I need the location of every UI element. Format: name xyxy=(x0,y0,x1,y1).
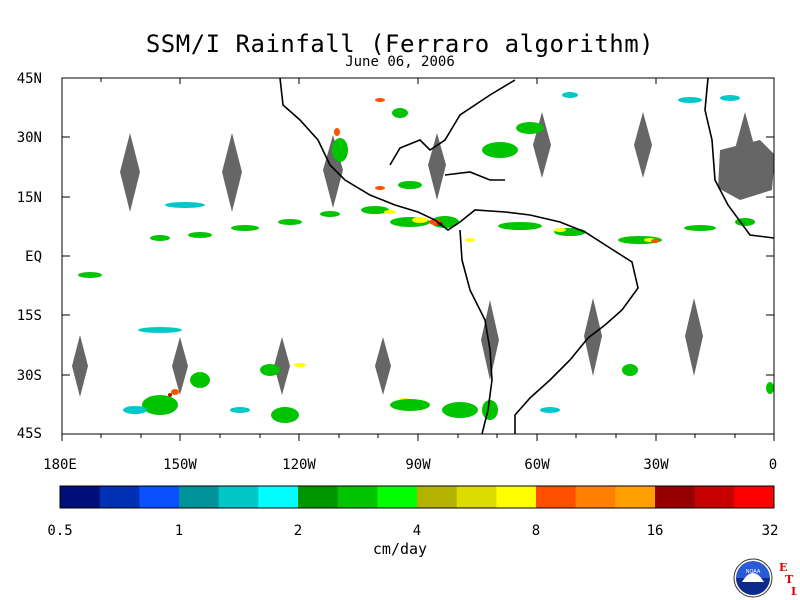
color-bar-segment xyxy=(496,486,537,508)
no-data-region-africa xyxy=(718,140,774,200)
color-bar-segment xyxy=(694,486,735,508)
color-bar-tick-label: 4 xyxy=(413,523,421,539)
coastlines xyxy=(279,78,774,434)
no-data-diamond xyxy=(481,300,499,380)
no-data-diamond xyxy=(685,298,703,376)
color-bar-frame xyxy=(59,485,775,509)
lon-label: 30W xyxy=(643,457,669,473)
lat-label: 30N xyxy=(17,130,42,146)
lat-label: 45N xyxy=(17,71,42,87)
color-bar-segment xyxy=(99,486,140,508)
no-data-swaths xyxy=(72,112,774,397)
color-bar-segment xyxy=(734,486,775,508)
color-bar-labels: 0.5 1 2 4 8 16 32 xyxy=(47,523,778,539)
storm-cells xyxy=(142,108,774,423)
color-bar-tick-label: 16 xyxy=(647,523,664,539)
color-bar-segment xyxy=(218,486,259,508)
color-bar-tick-label: 8 xyxy=(532,523,540,539)
color-bar-segment xyxy=(655,486,696,508)
no-data-diamond xyxy=(533,112,551,178)
lon-label: 180E xyxy=(43,457,77,473)
longitude-labels: 180E 150W 120W 90W 60W 30W 0 xyxy=(43,457,777,473)
color-bar-units: cm/day xyxy=(372,540,428,558)
color-bar-segment xyxy=(536,486,577,508)
color-bar-segment xyxy=(615,486,656,508)
color-bar xyxy=(60,486,775,508)
no-data-diamond xyxy=(584,298,602,376)
lat-label: EQ xyxy=(25,249,42,265)
lon-label: 150W xyxy=(163,457,197,473)
heavy-rain xyxy=(171,98,659,395)
map-title: SSM/I Rainfall (Ferraro algorithm) xyxy=(145,30,655,58)
color-bar-segment xyxy=(337,486,378,508)
lon-label: 0 xyxy=(769,457,777,473)
color-bar-segment xyxy=(179,486,220,508)
map-date: June 06, 2006 xyxy=(345,54,455,70)
light-rain xyxy=(123,92,740,414)
latitude-labels: 45N 30N 15N EQ 15S 30S 45S xyxy=(17,71,42,442)
lon-label: 60W xyxy=(524,457,550,473)
color-bar-segment xyxy=(575,486,616,508)
color-bar-tick-label: 1 xyxy=(175,523,183,539)
etl-letter: E xyxy=(779,561,787,574)
color-bar-segment xyxy=(139,486,180,508)
lon-label: 120W xyxy=(282,457,316,473)
color-bar-tick-label: 2 xyxy=(294,523,302,539)
lat-label: 15N xyxy=(17,190,42,206)
color-bar-segment xyxy=(258,486,299,508)
lon-label: 90W xyxy=(405,457,431,473)
lat-label: 30S xyxy=(17,368,42,384)
etl-letter: L xyxy=(791,585,797,598)
axis-ticks xyxy=(61,77,775,441)
no-data-diamond xyxy=(222,133,242,212)
lat-label: 15S xyxy=(17,308,42,324)
color-bar-tick-label: 32 xyxy=(762,523,779,539)
lat-label: 45S xyxy=(17,426,42,442)
rain-cells xyxy=(78,92,774,423)
no-data-diamond xyxy=(172,337,188,395)
map-frame xyxy=(61,77,775,435)
map-content xyxy=(72,78,774,434)
color-bar-segment xyxy=(456,486,497,508)
moderate-rain xyxy=(294,210,656,402)
noaa-logo-text: NOAA xyxy=(746,569,761,575)
no-data-diamond xyxy=(120,133,140,212)
no-data-diamond xyxy=(634,112,652,178)
etl-letter: T xyxy=(785,573,794,586)
color-bar-segment xyxy=(417,486,458,508)
no-data-diamond xyxy=(72,335,88,397)
color-bar-segment xyxy=(60,486,101,508)
color-bar-tick-label: 0.5 xyxy=(47,523,72,539)
color-bar-segment xyxy=(298,486,339,508)
noaa-logo: NOAA E T L xyxy=(733,558,797,598)
no-data-diamond xyxy=(375,337,391,395)
color-bar-segment xyxy=(377,486,418,508)
no-data-diamond xyxy=(428,133,446,200)
no-data-diamond xyxy=(274,337,290,395)
